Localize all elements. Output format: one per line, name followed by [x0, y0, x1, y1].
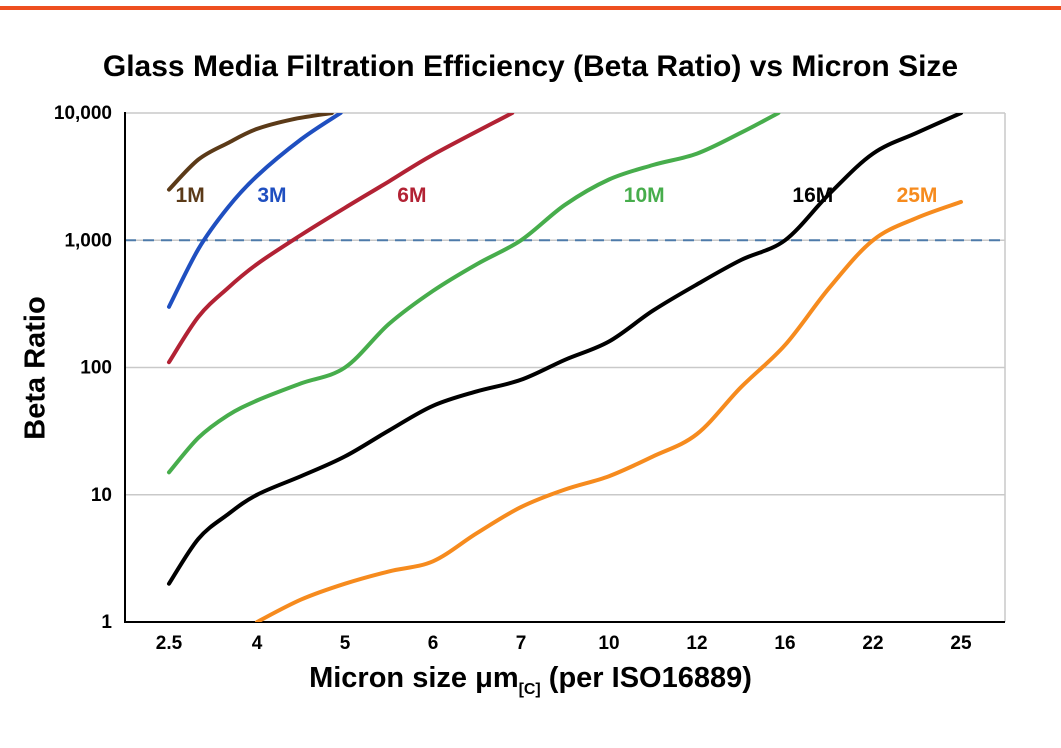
- chart-svg: 1M 3M 6M 10M 16M 25M 1 10 100 1,000 10,000 2.5 4 5 6 7 1…: [54, 103, 1006, 654]
- series-line-1M: [167, 113, 334, 192]
- x-axis-label-suffix: (per ISO16889): [540, 662, 752, 694]
- x-tick-label-6: 6: [428, 633, 439, 654]
- series-group: [167, 113, 963, 622]
- series-line-16M: [167, 113, 963, 586]
- x-axis-label: Micron size μm[C] (per ISO16889): [0, 662, 1061, 699]
- series-label-6M: 6M: [397, 184, 426, 207]
- series-label-1M: 1M: [176, 184, 205, 207]
- y-tick-label-1,000: 1,000: [64, 230, 112, 251]
- x-tick-label-22: 22: [862, 633, 883, 654]
- series-line-25M: [255, 199, 963, 622]
- series-label-10M: 10M: [624, 184, 665, 207]
- x-tick-label-16: 16: [774, 633, 795, 654]
- series-label-25M: 25M: [897, 184, 938, 207]
- x-tick-label-25: 25: [950, 633, 972, 654]
- series-line-6M: [167, 113, 515, 365]
- y-tick-label-100: 100: [80, 358, 112, 379]
- x-tick-label-4: 4: [252, 633, 263, 654]
- series-label-16M: 16M: [792, 184, 833, 207]
- y-tick-label-1: 1: [101, 612, 112, 633]
- y-tick-label-10,000: 10,000: [54, 103, 112, 124]
- x-tick-label-12: 12: [686, 633, 707, 654]
- x-axis-label-main: Micron size μm: [309, 662, 519, 694]
- y-tick-label-10: 10: [91, 485, 112, 506]
- x-axis-label-subscript: [C]: [518, 680, 541, 698]
- x-tick-label-2.5: 2.5: [156, 633, 183, 654]
- x-tick-label-5: 5: [340, 633, 351, 654]
- chart-title: Glass Media Filtration Efficiency (Beta …: [102, 50, 959, 83]
- series-line-10M: [167, 113, 781, 475]
- series-line-3M: [167, 113, 343, 309]
- series-label-3M: 3M: [257, 184, 286, 207]
- x-tick-label-7: 7: [516, 633, 527, 654]
- x-tick-label-10: 10: [598, 633, 619, 654]
- top-border: [0, 6, 1061, 10]
